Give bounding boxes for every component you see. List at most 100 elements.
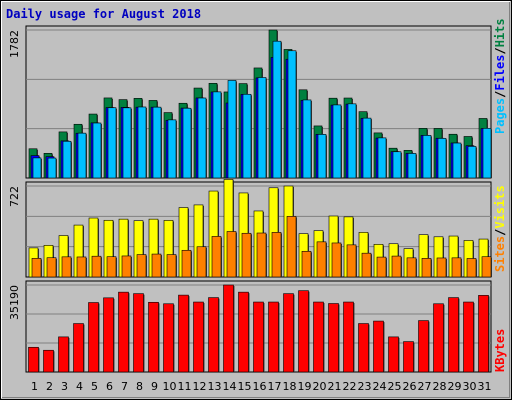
- x-tick-day-25: 25: [388, 380, 402, 393]
- bar-sites-day-17: [271, 232, 282, 278]
- panel-kbytes: 35190: [8, 280, 492, 373]
- bar-sites-day-15: [241, 232, 252, 278]
- bar-kbytes-day-18: [283, 293, 294, 373]
- legend-item: /: [493, 229, 507, 236]
- bar-pages-day-21: [332, 104, 342, 179]
- bar-pages-day-5: [92, 122, 102, 179]
- chart-panels: 1782 722 35190: [8, 25, 492, 373]
- bar-kbytes-day-17: [268, 301, 279, 373]
- bar-kbytes-day-7: [118, 291, 129, 373]
- bar-kbytes-day-14: [223, 284, 234, 373]
- x-tick-day-6: 6: [106, 380, 113, 393]
- x-tick-day-26: 26: [403, 380, 417, 393]
- bar-pages-day-27: [422, 135, 432, 179]
- x-tick-day-23: 23: [358, 380, 372, 393]
- bar-kbytes-day-31: [478, 295, 489, 373]
- bar-sites-day-23: [361, 252, 372, 278]
- x-tick-day-20: 20: [313, 380, 327, 393]
- bar-pages-day-3: [62, 140, 72, 179]
- bar-kbytes-day-13: [208, 297, 219, 373]
- legend-item: Hits: [493, 18, 507, 47]
- bar-pages-day-23: [362, 117, 372, 179]
- bar-kbytes-day-11: [178, 294, 189, 373]
- bar-kbytes-day-16: [253, 301, 264, 373]
- bar-sites-day-22: [346, 244, 357, 278]
- bar-pages-day-16: [257, 77, 267, 179]
- bar-kbytes-day-12: [193, 301, 204, 373]
- bar-sites-day-6: [106, 256, 117, 278]
- bar-kbytes-day-19: [298, 290, 309, 373]
- bar-sites-day-26: [406, 257, 417, 278]
- bar-kbytes-day-28: [433, 303, 444, 373]
- x-tick-day-5: 5: [91, 380, 98, 393]
- bar-sites-day-28: [436, 257, 447, 278]
- bar-sites-day-25: [391, 255, 402, 278]
- panel-max-label: 722: [8, 186, 21, 207]
- bar-pages-day-11: [182, 107, 192, 179]
- legend-item: /: [493, 47, 507, 54]
- bar-pages-day-31: [482, 128, 492, 179]
- x-tick-day-24: 24: [373, 380, 387, 393]
- bar-sites-day-4: [76, 256, 87, 278]
- legend-item: Pages: [493, 98, 507, 134]
- bar-sites-day-31: [481, 256, 492, 278]
- x-tick-day-31: 31: [478, 380, 492, 393]
- bar-pages-day-13: [212, 91, 222, 179]
- bar-pages-day-28: [437, 138, 447, 179]
- bar-kbytes-day-20: [313, 301, 324, 373]
- bar-pages-day-19: [302, 99, 312, 179]
- x-tick-day-18: 18: [283, 380, 297, 393]
- bar-pages-day-26: [407, 153, 417, 179]
- bar-pages-day-14: [227, 80, 237, 179]
- bar-sites-day-16: [256, 232, 267, 278]
- bar-sites-day-7: [121, 255, 132, 278]
- bar-pages-day-17: [272, 40, 282, 179]
- bar-sites-day-30: [466, 258, 477, 278]
- bar-kbytes-day-26: [403, 341, 414, 373]
- bar-kbytes-day-2: [43, 349, 54, 373]
- x-tick-day-2: 2: [46, 380, 53, 393]
- x-tick-day-8: 8: [136, 380, 143, 393]
- x-tick-day-22: 22: [343, 380, 357, 393]
- x-tick-day-19: 19: [298, 380, 312, 393]
- bar-pages-day-25: [392, 151, 402, 179]
- bar-sites-day-27: [421, 258, 432, 278]
- bar-pages-day-1: [32, 157, 42, 179]
- bar-kbytes-day-29: [448, 297, 459, 373]
- x-tick-day-7: 7: [121, 380, 128, 393]
- x-tick-day-16: 16: [253, 380, 267, 393]
- bar-kbytes-day-24: [373, 320, 384, 373]
- bar-sites-day-12: [196, 246, 207, 278]
- bar-pages-day-20: [317, 134, 327, 179]
- x-tick-day-28: 28: [433, 380, 447, 393]
- x-tick-day-17: 17: [268, 380, 282, 393]
- legend-item: Visits: [493, 185, 507, 228]
- x-tick-day-14: 14: [223, 380, 237, 393]
- bar-pages-day-10: [167, 119, 177, 179]
- legend-item: KBytes: [493, 329, 507, 372]
- bar-pages-day-12: [197, 97, 207, 179]
- bar-sites-day-29: [451, 257, 462, 278]
- bar-pages-day-7: [122, 107, 132, 179]
- bar-kbytes-day-21: [328, 303, 339, 373]
- bar-pages-day-18: [287, 50, 297, 179]
- x-tick-day-13: 13: [208, 380, 222, 393]
- x-tick-day-29: 29: [448, 380, 462, 393]
- bar-kbytes-day-6: [103, 297, 114, 373]
- bar-pages-day-6: [107, 107, 117, 179]
- bar-sites-day-11: [181, 249, 192, 278]
- chart-title: Daily usage for August 2018: [6, 7, 201, 21]
- bar-sites-day-5: [91, 255, 102, 278]
- panel-hits-files-pages: 1782: [8, 25, 492, 179]
- bar-pages-day-15: [242, 93, 252, 179]
- bar-kbytes-day-9: [148, 301, 159, 373]
- x-tick-day-21: 21: [328, 380, 342, 393]
- x-tick-day-10: 10: [163, 380, 177, 393]
- bar-sites-day-21: [331, 242, 342, 278]
- bar-sites-day-20: [316, 241, 327, 278]
- x-tick-day-1: 1: [31, 380, 38, 393]
- panel-visits-sites: 722: [8, 179, 492, 278]
- panel-max-label: 35190: [8, 285, 21, 320]
